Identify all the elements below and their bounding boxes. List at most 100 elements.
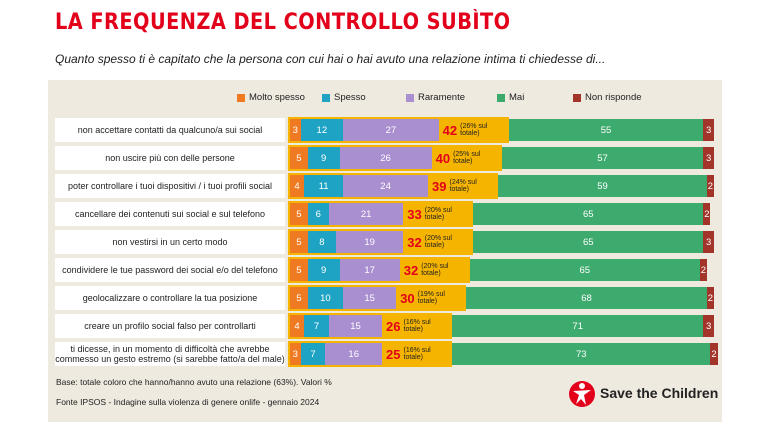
value-label: 2 bbox=[704, 208, 710, 220]
bar-segment: 65 bbox=[473, 203, 704, 225]
value-label: 21 bbox=[360, 208, 372, 220]
value-label: 4 bbox=[294, 320, 300, 332]
legend-label: Raramente bbox=[418, 92, 465, 103]
value-label: 6 bbox=[315, 208, 321, 220]
legend-item: Non risponde bbox=[573, 92, 642, 103]
total-value: 32 bbox=[403, 262, 419, 278]
total-note: (24% sul totale) bbox=[449, 179, 477, 193]
bar-segment: 5 bbox=[290, 231, 308, 253]
total-value: 32 bbox=[407, 234, 422, 250]
legend-label: Molto spesso bbox=[249, 92, 305, 103]
value-label: 3 bbox=[706, 152, 712, 164]
bar-segment: 15 bbox=[343, 287, 397, 309]
total-note: (26% sul totale) bbox=[460, 123, 488, 137]
bar-segment: 2 bbox=[703, 203, 711, 225]
value-label: 4 bbox=[294, 180, 300, 192]
bar-segment: 12 bbox=[300, 119, 344, 141]
bar-segment: 68 bbox=[466, 287, 707, 309]
value-label: 3 bbox=[706, 236, 712, 248]
logo-text: Save the Children bbox=[600, 385, 719, 401]
value-label: 57 bbox=[597, 152, 608, 164]
value-label: 5 bbox=[296, 292, 302, 304]
bar-segment: 3 bbox=[703, 147, 714, 169]
legend-swatch bbox=[237, 93, 245, 102]
value-label: 15 bbox=[364, 292, 375, 304]
footnote: Fonte IPSOS - Indagine sulla violenza di… bbox=[56, 397, 320, 407]
bar-segment: 17 bbox=[339, 259, 400, 281]
bar-segment: 10 bbox=[307, 287, 344, 309]
category-label: creare un profilo social falso per contr… bbox=[55, 314, 285, 338]
value-label: 15 bbox=[350, 320, 361, 332]
total-value: 40 bbox=[435, 150, 451, 166]
value-label: 7 bbox=[313, 320, 320, 332]
value-label: 19 bbox=[364, 236, 375, 248]
total-label: 39 (24% sul totale) bbox=[428, 175, 498, 197]
bar-segment: 7 bbox=[300, 343, 326, 365]
bar-segment: 15 bbox=[328, 315, 383, 337]
footnote: Base: totale coloro che hanno/hanno avut… bbox=[56, 377, 332, 387]
total-value: 39 bbox=[432, 178, 447, 194]
value-label: 59 bbox=[597, 180, 608, 192]
legend-label: Mai bbox=[509, 92, 525, 103]
legend-swatch bbox=[497, 93, 505, 102]
bar-segment: 2 bbox=[706, 287, 714, 309]
value-label: 24 bbox=[380, 180, 391, 192]
total-label: 42 (26% sul totale) bbox=[439, 119, 509, 141]
category-label: cancellare dei contenuti sui social e su… bbox=[55, 202, 285, 226]
legend-item: Spesso bbox=[322, 92, 366, 103]
bar-segment: 9 bbox=[307, 259, 340, 281]
value-label: 3 bbox=[706, 124, 712, 136]
value-label: 2 bbox=[700, 264, 707, 276]
bar-segment: 16 bbox=[325, 343, 383, 365]
legend-label: Non risponde bbox=[585, 92, 642, 103]
value-label: 68 bbox=[581, 292, 592, 304]
bar-segment: 3 bbox=[290, 343, 301, 365]
bar-segment: 59 bbox=[498, 175, 707, 197]
bar-segment: 65 bbox=[473, 231, 704, 253]
value-label: 5 bbox=[296, 236, 302, 248]
total-value: 30 bbox=[400, 290, 415, 306]
category-label: non accettare contatti da qualcuno/a sui… bbox=[55, 118, 285, 142]
bar-segment: 2 bbox=[710, 343, 718, 365]
value-label: 73 bbox=[575, 348, 587, 360]
bar-segment: 3 bbox=[703, 119, 714, 141]
legend-label: Spesso bbox=[334, 92, 366, 103]
bar-segment: 73 bbox=[452, 343, 711, 365]
value-label: 17 bbox=[364, 264, 375, 276]
category-label: ti dicesse, in un momento di difficoltà … bbox=[55, 342, 285, 366]
total-note: (16% sul totale) bbox=[403, 319, 431, 333]
bar-segment: 3 bbox=[703, 231, 714, 253]
category-label: poter controllare i tuoi dispositivi / i… bbox=[55, 174, 285, 198]
bar-segment: 71 bbox=[452, 315, 704, 337]
value-label: 9 bbox=[320, 152, 327, 164]
total-value: 26 bbox=[386, 318, 401, 334]
legend-swatch bbox=[573, 93, 581, 102]
bar-segment: 5 bbox=[290, 203, 308, 225]
total-value: 42 bbox=[442, 122, 458, 138]
value-label: 16 bbox=[348, 348, 359, 360]
total-note: (19% sul totale) bbox=[417, 291, 445, 305]
value-label: 3 bbox=[706, 320, 712, 332]
total-note: (20% sul totale) bbox=[421, 263, 449, 277]
value-label: 3 bbox=[292, 124, 298, 136]
bar-segment: 3 bbox=[703, 315, 714, 337]
value-label: 65 bbox=[579, 264, 591, 276]
total-label: 33 (20% sul totale) bbox=[403, 203, 473, 225]
value-label: 11 bbox=[318, 180, 329, 192]
value-label: 27 bbox=[385, 124, 397, 136]
bar-segment: 8 bbox=[307, 231, 336, 253]
total-note: (20% sul totale) bbox=[424, 235, 452, 249]
bar-segment: 57 bbox=[501, 147, 704, 169]
total-label: 30 (19% sul totale) bbox=[396, 287, 466, 309]
total-value: 25 bbox=[386, 346, 401, 362]
value-label: 10 bbox=[320, 292, 331, 304]
legend-item: Raramente bbox=[406, 92, 465, 103]
value-label: 2 bbox=[707, 292, 714, 304]
legend-swatch bbox=[406, 93, 414, 102]
value-label: 55 bbox=[600, 124, 612, 136]
legend-swatch bbox=[322, 93, 330, 102]
category-label: non vestirsi in un certo modo bbox=[55, 230, 285, 254]
bar-segment: 4 bbox=[290, 315, 305, 337]
logo-icon bbox=[569, 381, 595, 407]
value-label: 65 bbox=[583, 208, 594, 220]
